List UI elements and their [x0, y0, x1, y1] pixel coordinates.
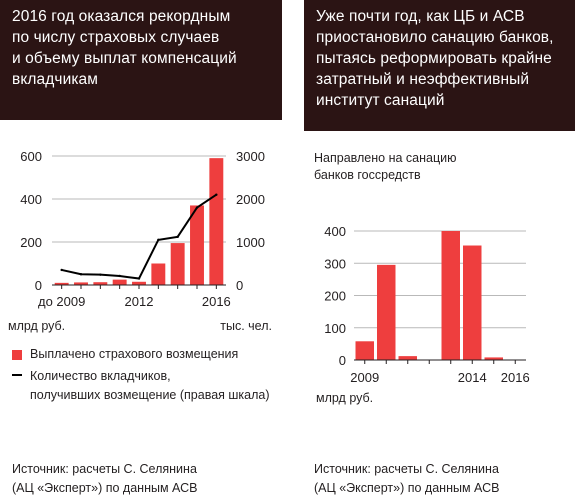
bar — [190, 205, 204, 285]
bar — [54, 282, 69, 285]
line-point — [60, 268, 63, 272]
right-source-line: (АЦ «Эксперт») по данным АСВ — [314, 481, 500, 495]
line-point — [137, 277, 141, 280]
right-heading-line: приостановило санацию банков, — [316, 29, 554, 46]
bar — [398, 356, 417, 360]
y-tick-label: 0 — [339, 353, 346, 368]
bar — [74, 282, 88, 285]
left-heading-line: вкладчикам — [12, 71, 99, 88]
bar — [170, 243, 185, 285]
line-point — [99, 273, 102, 276]
bar — [151, 263, 166, 285]
left-source-line: Источник: расчеты С. Селянина — [12, 462, 197, 476]
bar — [209, 158, 224, 285]
bar — [463, 245, 482, 360]
x-tick-label: 2016 — [501, 370, 530, 385]
y-tick-label: 400 — [324, 224, 346, 239]
x-tick-label: 2009 — [350, 370, 379, 385]
y-right-tick-label: 2000 — [236, 192, 265, 207]
left-chart: 0 200 400 600 0 1000 2000 3000 до 2009 2012 2016 мл… — [8, 149, 272, 333]
bar — [484, 357, 503, 360]
line-point — [176, 235, 179, 239]
y-right-tick-label: 1000 — [236, 235, 265, 250]
legend-bar-swatch — [12, 350, 22, 360]
right-heading-line: институт санаций — [316, 92, 445, 109]
y-left-tick-label: 600 — [20, 149, 42, 164]
y-left-tick-label: 0 — [35, 278, 42, 293]
line-point — [79, 273, 83, 276]
y-right-unit: тыс. чел. — [220, 319, 272, 333]
bar — [441, 231, 460, 360]
right-heading-line: затратный и неэффективный — [316, 71, 530, 88]
left-heading-line: 2016 год оказался рекордным — [12, 8, 231, 25]
left-heading: 2016 год оказался рекордным по числу стр… — [0, 0, 282, 120]
bar — [112, 279, 127, 285]
x-tick-label: 2014 — [458, 370, 487, 385]
bar — [132, 281, 146, 285]
y-right-tick-label: 0 — [236, 278, 243, 293]
line-point — [215, 193, 218, 196]
right-panel: Уже почти год, как ЦБ и АСВ приостановил… — [304, 0, 575, 500]
right-heading-line: Уже почти год, как ЦБ и АСВ — [316, 8, 525, 25]
legend-line-label-2: получивших возмещение (правая шкала) — [30, 388, 270, 402]
y-tick-label: 200 — [324, 289, 346, 304]
y-left-tick-label: 200 — [20, 235, 42, 250]
x-tick-label: до 2009 — [38, 294, 85, 309]
x-tick-label: 2016 — [202, 294, 231, 309]
right-heading: Уже почти год, как ЦБ и АСВ приостановил… — [304, 0, 575, 131]
bar — [93, 282, 108, 285]
line-point — [157, 238, 160, 242]
legend-bar-label: Выплачено страхового возмещения — [30, 347, 239, 361]
y-tick-label: 100 — [324, 321, 346, 336]
bar — [377, 264, 396, 360]
x-tick-label: 2012 — [125, 294, 154, 309]
y-tick-label: 300 — [324, 256, 346, 271]
right-chart: 0 100 200 300 400 2009 2014 2016 млрд руб. — [316, 224, 530, 405]
left-heading-line: по числу страховых случаев — [12, 29, 220, 46]
y-left-tick-label: 400 — [20, 192, 42, 207]
legend-line-swatch — [12, 374, 22, 376]
right-heading-line: пытаясь реформировать крайне — [316, 50, 552, 67]
line-point — [118, 274, 121, 278]
legend-line-label: Количество вкладчиков, — [30, 369, 171, 383]
y-left-unit: млрд руб. — [8, 319, 65, 333]
line-point — [195, 206, 199, 209]
right-chart-subtitle: Направлено на санацию — [314, 151, 457, 165]
right-chart-subtitle-2: банков госсредств — [314, 168, 421, 182]
left-heading-line: и объему выплат компенсаций — [12, 50, 237, 67]
left-source-line: (АЦ «Эксперт») по данным АСВ — [12, 481, 198, 495]
y-unit: млрд руб. — [316, 391, 373, 405]
bar — [355, 341, 374, 360]
y-right-tick-label: 3000 — [236, 149, 265, 164]
left-panel: 2016 год оказался рекордным по числу стр… — [0, 0, 282, 500]
right-source-line: Источник: расчеты С. Селянина — [314, 462, 499, 476]
